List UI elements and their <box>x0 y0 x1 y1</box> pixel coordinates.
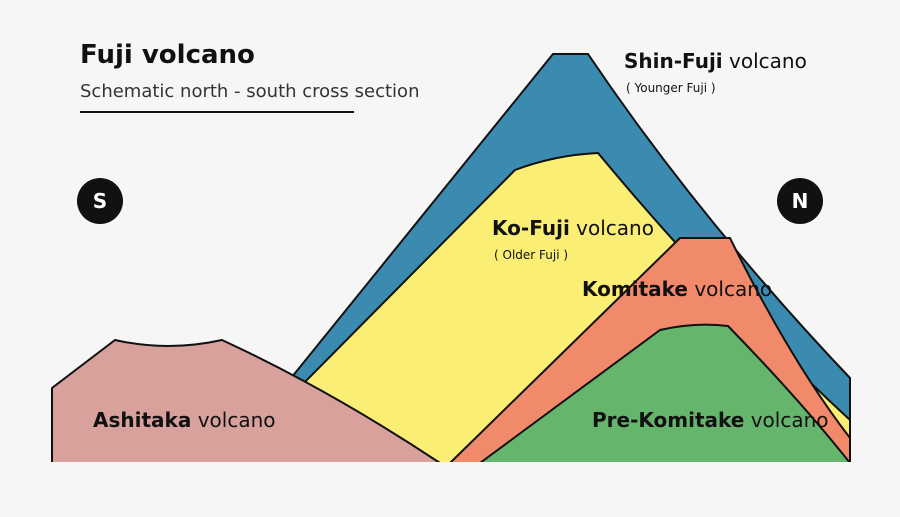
label-word: volcano <box>694 277 772 301</box>
label-name: Ko-Fuji <box>492 216 570 240</box>
label-word: volcano <box>576 216 654 240</box>
label-name: Pre-Komitake <box>592 408 744 432</box>
pre-komitake-layer <box>479 323 851 464</box>
base-cover <box>50 462 852 465</box>
south-label: S <box>93 189 107 213</box>
label-word: volcano <box>729 49 807 73</box>
label-name: Ashitaka <box>93 408 191 432</box>
label-word: volcano <box>198 408 276 432</box>
label-name: Shin-Fuji <box>624 49 723 73</box>
komitake-label: Komitake volcano <box>582 277 772 301</box>
label-name: Komitake <box>582 277 688 301</box>
north-marker <box>777 178 823 224</box>
ko-fuji-note: ( Older Fuji ) <box>494 248 568 262</box>
shin-fuji-note: ( Younger Fuji ) <box>626 81 716 95</box>
pre-komitake-label: Pre-Komitake volcano <box>592 408 829 432</box>
south-marker <box>77 178 123 224</box>
shin-fuji-label: Shin-Fuji volcano <box>624 49 807 73</box>
ashitaka-label: Ashitaka volcano <box>93 408 276 432</box>
ashitaka-layer <box>51 339 441 464</box>
label-word: volcano <box>751 408 829 432</box>
north-label: N <box>792 189 809 213</box>
ko-fuji-label: Ko-Fuji volcano <box>492 216 654 240</box>
subtitle: Schematic north - south cross section <box>80 81 419 102</box>
title: Fuji volcano <box>80 40 255 70</box>
